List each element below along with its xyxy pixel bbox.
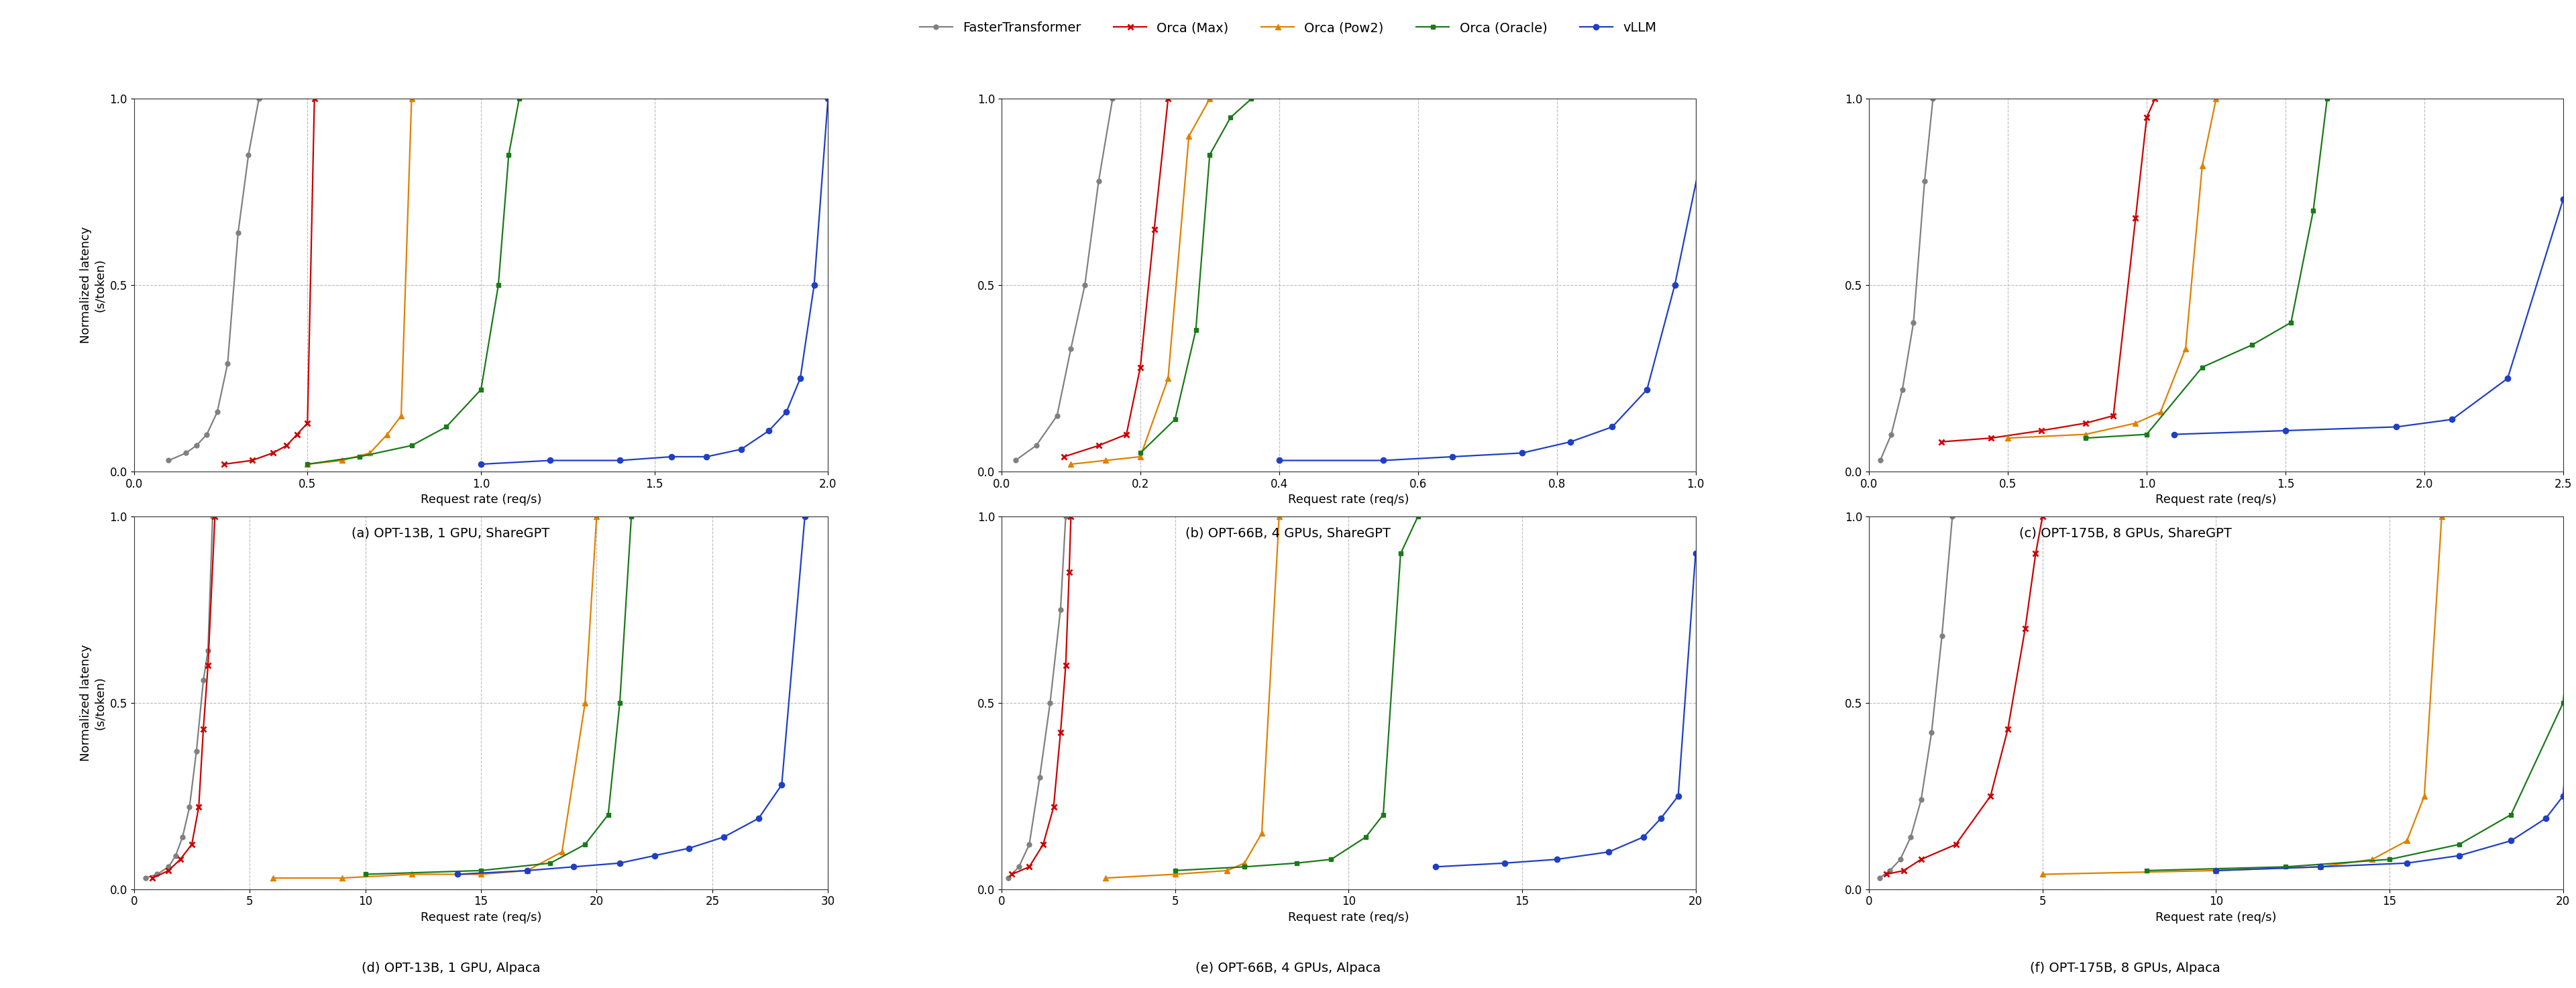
Text: (c) OPT-175B, 8 GPUs, ShareGPT: (c) OPT-175B, 8 GPUs, ShareGPT [2020, 528, 2231, 539]
Text: (a) OPT-13B, 1 GPU, ShareGPT: (a) OPT-13B, 1 GPU, ShareGPT [353, 528, 549, 539]
X-axis label: Request rate (req/s): Request rate (req/s) [420, 912, 541, 924]
Text: (b) OPT-66B, 4 GPUs, ShareGPT: (b) OPT-66B, 4 GPUs, ShareGPT [1185, 528, 1391, 539]
Y-axis label: Normalized latency
(s/token): Normalized latency (s/token) [80, 644, 106, 762]
X-axis label: Request rate (req/s): Request rate (req/s) [2156, 494, 2277, 506]
X-axis label: Request rate (req/s): Request rate (req/s) [1288, 494, 1409, 506]
Y-axis label: Normalized latency
(s/token): Normalized latency (s/token) [80, 226, 106, 344]
Text: (f) OPT-175B, 8 GPUs, Alpaca: (f) OPT-175B, 8 GPUs, Alpaca [2030, 962, 2221, 974]
Text: (e) OPT-66B, 4 GPUs, Alpaca: (e) OPT-66B, 4 GPUs, Alpaca [1195, 962, 1381, 974]
X-axis label: Request rate (req/s): Request rate (req/s) [420, 494, 541, 506]
Text: (d) OPT-13B, 1 GPU, Alpaca: (d) OPT-13B, 1 GPU, Alpaca [361, 962, 541, 974]
Legend: FasterTransformer, Orca (Max), Orca (Pow2), Orca (Oracle), vLLM: FasterTransformer, Orca (Max), Orca (Pow… [914, 17, 1662, 40]
X-axis label: Request rate (req/s): Request rate (req/s) [2156, 912, 2277, 924]
X-axis label: Request rate (req/s): Request rate (req/s) [1288, 912, 1409, 924]
